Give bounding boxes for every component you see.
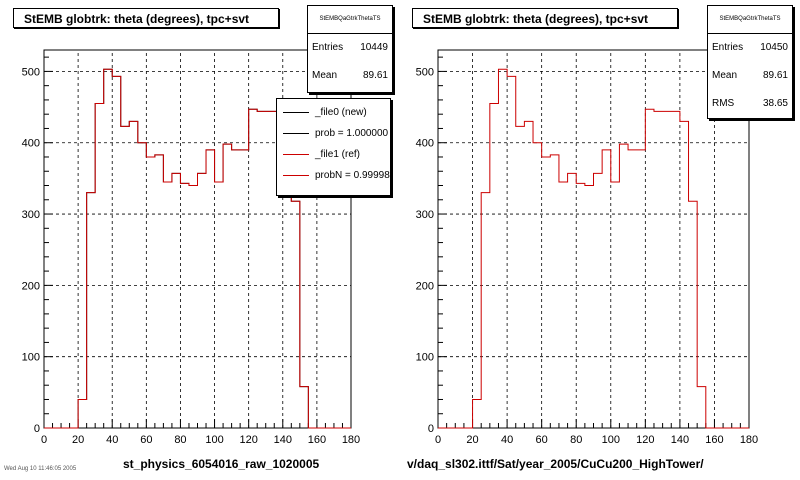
stats-rms-label: RMS (712, 98, 735, 109)
x-tick-label: 180 (740, 434, 758, 446)
right-plot: 0 20 40 60 80 100 120 140 160 180 0 100 200 300 400 500 (416, 49, 758, 446)
x-tick-label: 100 (205, 434, 223, 446)
right-plot-title: StEMB globtrk: theta (degrees), tpc+svt (412, 8, 678, 28)
y-tick-label: 300 (22, 209, 40, 221)
legend-entry: _file1 (ref) (277, 144, 390, 165)
y-tick-label: 0 (34, 423, 40, 435)
left-stats-name: StEMBQaGtrkThetaTS (308, 6, 392, 34)
left-stats-box: StEMBQaGtrkThetaTS Entries 10449 Mean 89… (307, 5, 393, 93)
x-tick-label: 80 (174, 434, 186, 446)
stats-entries-label: Entries (712, 42, 744, 53)
x-tick-label: 40 (106, 434, 118, 446)
x-tick-label: 20 (466, 434, 478, 446)
stats-mean-value: 89.61 (362, 70, 388, 81)
legend-swatch (283, 133, 309, 134)
y-tick-label: 0 (428, 423, 434, 435)
legend-label: _file1 (ref) (315, 149, 361, 160)
y-tick-label: 400 (22, 138, 40, 150)
stats-mean-label: Mean (312, 70, 338, 81)
left-stats-entries: Entries 10449 (308, 34, 392, 62)
legend-entry: probN = 0.99998 (277, 165, 390, 186)
histogram-series-0 (438, 68, 749, 429)
x-tick-label: 80 (570, 434, 582, 446)
x-tick-label: 0 (435, 434, 441, 446)
right-plot-frame (437, 49, 750, 429)
left-x-axis-label: st_physics_6054016_raw_1020005 (123, 457, 320, 471)
y-tick-label: 200 (416, 280, 434, 292)
stats-mean-value: 89.61 (762, 70, 788, 81)
legend-label: probN = 0.99998 (315, 170, 390, 181)
right-stats-mean: Mean 89.61 (708, 62, 792, 90)
y-tick-label: 200 (22, 280, 40, 292)
x-tick-label: 160 (308, 434, 326, 446)
x-tick-label: 60 (536, 434, 548, 446)
legend-swatch (283, 175, 309, 176)
x-tick-label: 160 (705, 434, 723, 446)
legend-entry: prob = 1.000000 (277, 123, 390, 144)
y-tick-label: 400 (416, 138, 434, 150)
stats-entries-value: 10449 (360, 42, 388, 53)
right-stats-box: StEMBQaGtrkThetaTS Entries 10450 Mean 89… (707, 5, 793, 119)
right-stats-name: StEMBQaGtrkThetaTS (708, 6, 792, 34)
y-tick-label: 500 (416, 66, 434, 78)
y-tick-label: 500 (22, 66, 40, 78)
left-plot-title: StEMB globtrk: theta (degrees), tpc+svt (13, 8, 279, 28)
x-tick-label: 120 (636, 434, 654, 446)
right-x-axis-label: v/daq_sl302.ittf/Sat/year_2005/CuCu200_H… (407, 457, 704, 471)
legend-entry: _file0 (new) (277, 102, 390, 123)
x-tick-label: 0 (41, 434, 47, 446)
legend-label: prob = 1.000000 (315, 128, 389, 139)
stats-rms-value: 38.65 (762, 98, 788, 109)
legend-swatch (283, 112, 309, 113)
stats-mean-label: Mean (712, 70, 738, 81)
right-stats-rms: RMS 38.65 (708, 90, 792, 118)
right-stats-entries: Entries 10450 (708, 34, 792, 62)
y-tick-label: 100 (22, 352, 40, 364)
legend-swatch (283, 154, 309, 155)
stats-entries-value: 10450 (760, 42, 788, 53)
left-stats-mean: Mean 89.61 (308, 62, 392, 90)
footer-timestamp: Wed Aug 10 11:46:05 2005 (4, 466, 77, 472)
x-tick-label: 180 (342, 434, 360, 446)
x-tick-label: 120 (239, 434, 257, 446)
left-legend: _file0 (new) prob = 1.000000 _file1 (ref… (276, 98, 391, 196)
stats-entries-label: Entries (312, 42, 344, 53)
x-tick-label: 100 (602, 434, 620, 446)
y-tick-label: 300 (416, 209, 434, 221)
x-tick-label: 140 (274, 434, 292, 446)
x-tick-label: 20 (72, 434, 84, 446)
legend-label: _file0 (new) (315, 107, 367, 118)
x-tick-label: 60 (140, 434, 152, 446)
x-tick-label: 40 (501, 434, 513, 446)
x-tick-label: 140 (671, 434, 689, 446)
y-tick-label: 100 (416, 352, 434, 364)
